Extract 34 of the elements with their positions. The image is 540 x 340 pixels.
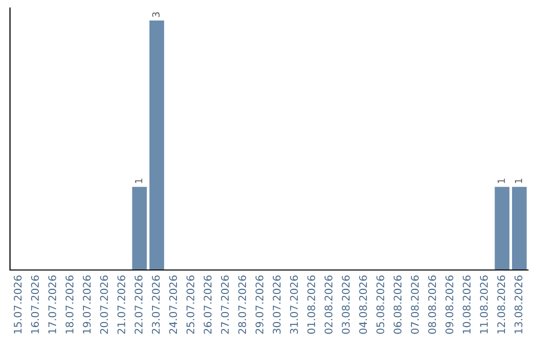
- x-tick-label: 12.08.2026: [497, 276, 506, 334]
- x-tick-label: 04.08.2026: [359, 276, 367, 334]
- data-label: 1: [135, 178, 142, 183]
- x-tick-label: 08.08.2026: [428, 276, 436, 334]
- x-tick-label: 19.07.2026: [82, 276, 91, 334]
- x-tick-label: 23.07.2026: [152, 276, 160, 334]
- data-label: 1: [514, 178, 522, 183]
- x-tick-label: 05.08.2026: [376, 276, 384, 334]
- x-tick-label: 21.07.2026: [117, 276, 126, 334]
- x-tick-label: 20.07.2026: [100, 276, 108, 334]
- x-tick-label: 18.07.2026: [66, 276, 74, 334]
- x-tick-label: 15.07.2026: [14, 276, 22, 334]
- x-tick-label: 17.07.2026: [48, 276, 56, 334]
- x-tick-label: 03.08.2026: [342, 276, 350, 334]
- x-tick-label: 11.08.2026: [480, 276, 488, 334]
- x-tick-label: 22.07.2026: [134, 276, 143, 334]
- x-tick-label: 30.07.2026: [272, 276, 281, 334]
- x-tick-label: 24.07.2026: [169, 276, 178, 334]
- x-tick-label: 09.08.2026: [445, 276, 454, 334]
- x-tick-label: 26.07.2026: [204, 276, 212, 334]
- x-tick-label: 28.07.2026: [238, 276, 246, 334]
- x-tick-label: 01.08.2026: [307, 276, 316, 334]
- x-tick-label: 16.07.2026: [31, 276, 39, 334]
- x-tick-label: 07.08.2026: [410, 276, 419, 334]
- x-tick-label: 31.07.2026: [290, 276, 298, 334]
- data-label: 1: [498, 178, 505, 183]
- x-tick-label: 06.08.2026: [394, 276, 402, 334]
- x-tick-label: 02.08.2026: [324, 276, 332, 334]
- x-tick-label: 25.07.2026: [186, 276, 194, 334]
- x-tick-label: 29.07.2026: [256, 276, 264, 334]
- x-tick-label: 10.08.2026: [462, 276, 471, 334]
- x-tick-label: 13.08.2026: [514, 276, 522, 334]
- data-label: 3: [152, 12, 160, 17]
- x-tick-label: 27.07.2026: [220, 276, 229, 334]
